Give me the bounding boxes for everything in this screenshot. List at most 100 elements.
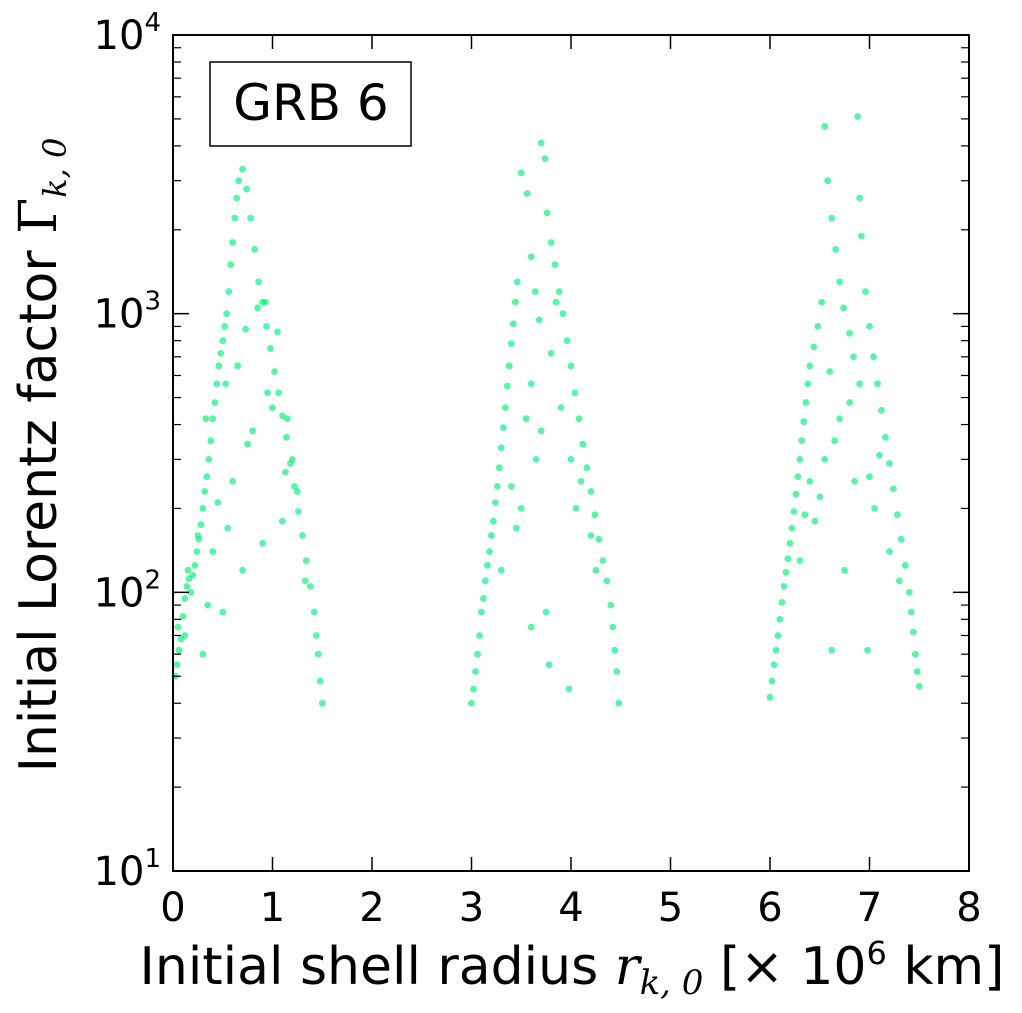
- x-axis-title: Initial shell radius rk, 0 [× 106 km]: [140, 934, 1005, 1003]
- data-point: [609, 623, 617, 631]
- data-point: [175, 646, 183, 654]
- data-point: [511, 298, 519, 306]
- data-point: [209, 415, 217, 423]
- data-point: [851, 478, 858, 485]
- data-point: [559, 310, 567, 318]
- data-point: [577, 478, 585, 485]
- data-point: [231, 214, 239, 222]
- data-point: [786, 539, 794, 547]
- data-point: [201, 488, 209, 495]
- data-point: [866, 473, 873, 481]
- data-point: [572, 505, 580, 512]
- data-point: [876, 452, 883, 459]
- data-point: [244, 440, 252, 448]
- data-point: [486, 548, 493, 555]
- data-point: [537, 427, 545, 435]
- data-point: [527, 623, 535, 631]
- data-point: [239, 165, 247, 173]
- data-point: [242, 325, 250, 333]
- data-point: [846, 329, 853, 337]
- data-point: [766, 693, 774, 701]
- data-point: [846, 399, 853, 406]
- data-point: [318, 699, 326, 707]
- data-point: [811, 517, 819, 525]
- data-point: [776, 615, 784, 623]
- data-point: [225, 288, 233, 295]
- data-point: [794, 473, 802, 481]
- data-point: [824, 177, 832, 185]
- data-point: [821, 123, 829, 130]
- data-point: [814, 323, 822, 330]
- data-point: [821, 456, 829, 463]
- data-point: [866, 323, 873, 330]
- data-point: [289, 456, 296, 463]
- data-point: [615, 699, 623, 707]
- data-point: [496, 464, 503, 472]
- data-point: [567, 362, 575, 370]
- data-point: [494, 483, 501, 490]
- data-point: [255, 278, 262, 286]
- data-point: [274, 328, 281, 336]
- x-axis-title-unit-open: [× 10: [703, 937, 866, 997]
- data-point: [213, 380, 221, 388]
- data-point: [905, 588, 913, 596]
- data-point: [818, 298, 826, 306]
- data-point: [507, 483, 515, 490]
- x-tick-label: 3: [459, 885, 484, 931]
- data-point: [897, 535, 905, 543]
- data-point: [251, 246, 258, 253]
- data-point: [798, 437, 806, 445]
- data-point: [579, 440, 587, 448]
- data-point: [587, 532, 595, 539]
- data-point: [505, 362, 513, 370]
- data-point: [214, 499, 222, 506]
- data-point: [840, 304, 847, 312]
- data-point: [199, 505, 207, 512]
- data-point: [907, 608, 915, 616]
- data-point: [575, 415, 583, 423]
- data-point: [262, 298, 269, 306]
- data-point: [291, 483, 298, 490]
- data-point: [801, 511, 809, 519]
- data-point: [882, 433, 889, 441]
- data-point: [850, 353, 857, 361]
- data-point: [282, 468, 289, 476]
- data-point: [283, 433, 290, 441]
- data-point: [243, 185, 251, 193]
- annotation-text: GRB 6: [233, 74, 389, 132]
- data-point: [535, 316, 543, 324]
- data-point: [832, 246, 840, 253]
- data-point: [894, 511, 901, 519]
- y-axis-title-symbol: Γ: [9, 198, 69, 234]
- data-point: [858, 232, 865, 240]
- data-point: [235, 177, 243, 185]
- data-point: [499, 424, 507, 431]
- y-axis-title: Initial Lorentz factor Γk, 0: [9, 138, 74, 773]
- x-axis-title-symbol: r: [615, 937, 643, 997]
- annotation-box: GRB 6: [209, 61, 412, 147]
- data-point: [599, 557, 607, 564]
- data-point: [187, 588, 195, 596]
- data-point: [497, 566, 505, 574]
- data-point: [472, 668, 479, 675]
- x-axis-title-unit-exp: 6: [867, 934, 887, 972]
- data-point: [219, 608, 227, 616]
- data-point: [841, 566, 848, 574]
- data-point: [563, 337, 571, 345]
- x-tick-label: 8: [956, 885, 981, 931]
- data-point: [507, 340, 515, 348]
- data-point: [271, 368, 278, 375]
- data-point: [878, 406, 885, 414]
- y-tick-label: 103: [94, 287, 161, 338]
- data-point: [772, 646, 780, 654]
- data-point: [316, 677, 324, 685]
- x-axis-title-unit-close: km]: [887, 937, 1005, 997]
- data-point: [522, 415, 530, 423]
- data-point: [179, 613, 187, 620]
- data-point: [552, 298, 560, 306]
- data-point: [269, 404, 276, 411]
- data-point: [279, 412, 286, 420]
- data-point: [591, 511, 599, 519]
- data-point: [886, 460, 893, 467]
